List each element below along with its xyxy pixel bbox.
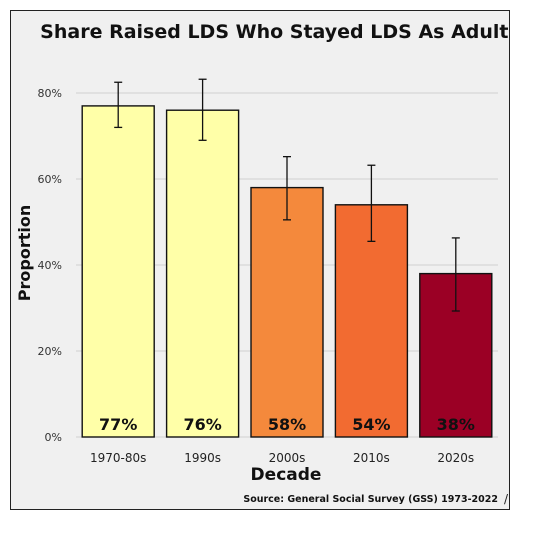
y-tick-label: 60% <box>38 173 62 186</box>
data-label: 77% <box>99 415 137 434</box>
x-tick-label: 1990s <box>184 451 221 465</box>
bar <box>81 105 155 438</box>
data-label: 58% <box>268 415 306 434</box>
y-tick-label: 20% <box>38 345 62 358</box>
bar <box>250 186 324 438</box>
data-label: 38% <box>437 415 475 434</box>
data-label: 76% <box>183 415 221 434</box>
bar <box>334 204 409 438</box>
bar-chart: Share Raised LDS Who Stayed LDS As Adult… <box>15 21 510 505</box>
y-tick-label: 0% <box>45 431 62 444</box>
x-axis-title: Decade <box>251 465 322 485</box>
stray-mark: / <box>504 492 509 506</box>
y-tick-label: 40% <box>38 259 62 272</box>
y-tick-label: 80% <box>38 87 62 100</box>
y-axis-title: Proportion <box>15 205 34 301</box>
data-label: 54% <box>352 415 390 434</box>
x-tick-label: 1970-80s <box>90 451 146 465</box>
x-tick-label: 2000s <box>269 451 306 465</box>
x-tick-label: 2010s <box>353 451 390 465</box>
x-tick-label: 2020s <box>437 451 474 465</box>
chart-title: Share Raised LDS Who Stayed LDS As Adult… <box>40 21 510 43</box>
source-caption: Source: General Social Survey (GSS) 1973… <box>243 494 498 505</box>
bar <box>165 109 240 438</box>
